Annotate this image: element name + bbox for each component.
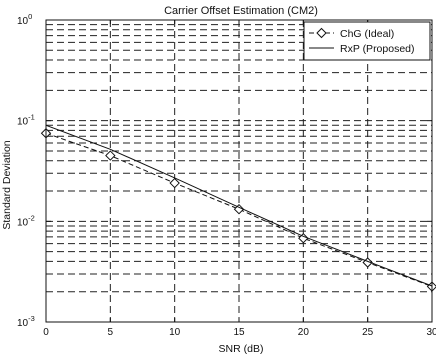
y-axis-label: Standard Deviation [1, 140, 13, 229]
legend-label-1: ChG (Ideal) [340, 28, 394, 40]
y-tick-label: 10-2 [17, 213, 35, 228]
data-point-marker [169, 177, 180, 189]
x-tick-label: 10 [169, 327, 181, 338]
legend-label-2: RxP (Proposed) [340, 43, 415, 55]
axes-frame [45, 19, 433, 323]
series-line-2 [45, 124, 433, 287]
x-tick-label: 20 [298, 327, 310, 338]
y-tick-label: 10-1 [17, 113, 35, 128]
y-tick-label: 10-3 [17, 314, 35, 329]
chart-title: Carrier Offset Estimation (CM2) [164, 5, 318, 17]
x-tick-label: 0 [43, 327, 49, 338]
x-tick-label: 25 [362, 327, 374, 338]
x-tick-label: 5 [108, 327, 114, 338]
data-point-marker [105, 150, 116, 161]
x-axis-label: SNR (dB) [219, 343, 264, 355]
tick-labels: 0 5 10 15 20 25 30 10-3 10-2 10-1 100 [17, 12, 436, 338]
legend-marker-icon [316, 27, 327, 39]
data-point-marker [233, 203, 245, 215]
data-point-marker [298, 232, 309, 244]
legend-box [303, 21, 431, 61]
y-tick-label: 100 [17, 12, 32, 27]
x-tick-label: 30 [426, 327, 436, 338]
legend: ChG (Ideal) RxP (Proposed) [303, 21, 431, 61]
x-tick-label: 15 [233, 327, 245, 338]
